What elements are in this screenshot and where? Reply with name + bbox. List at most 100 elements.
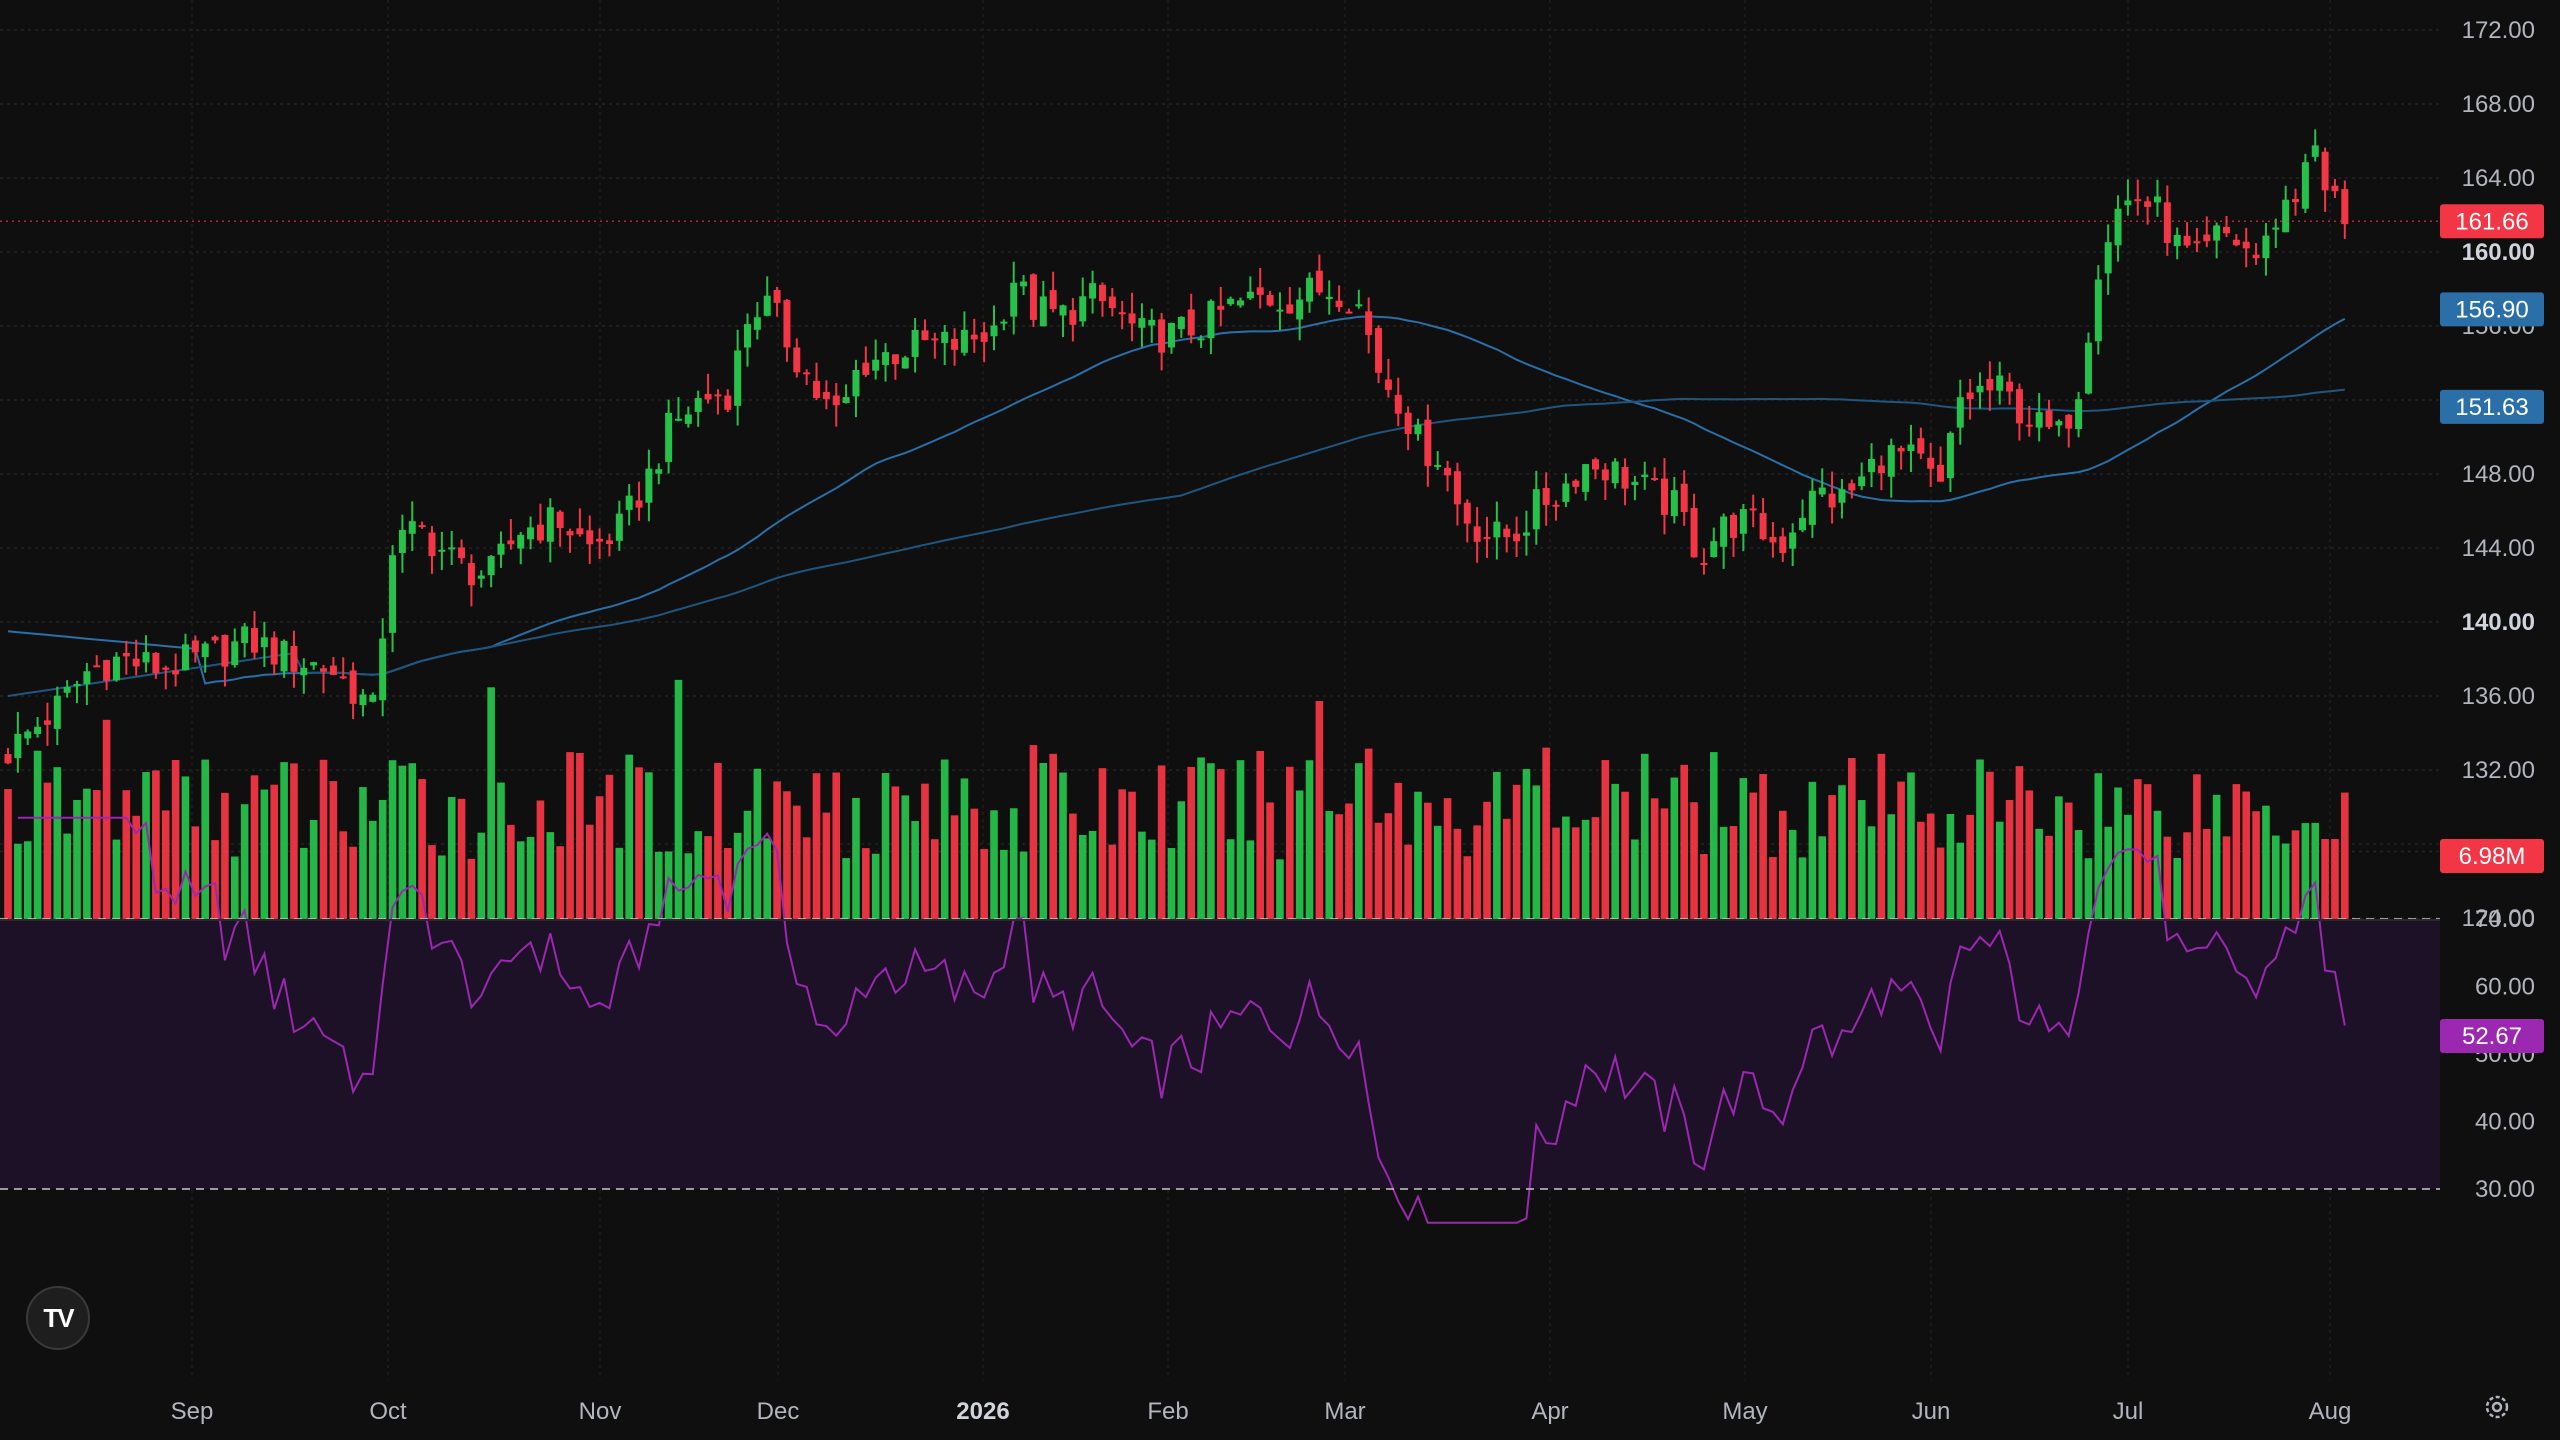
ma-fast-badge-bg <box>2440 292 2544 327</box>
volume-bar <box>1709 752 1718 920</box>
volume-bar <box>102 719 111 920</box>
volume-bar <box>1236 760 1245 920</box>
settings-gear-icon[interactable] <box>2482 1392 2512 1422</box>
candle-body <box>891 354 899 365</box>
candle-body <box>645 468 653 503</box>
candle-body <box>1946 433 1954 479</box>
volume-bar <box>497 782 505 920</box>
volume-bar <box>960 778 969 920</box>
candle-body <box>24 731 32 739</box>
candle-body <box>1365 311 1373 335</box>
volume-bar <box>536 800 545 920</box>
volume-bar <box>891 786 900 920</box>
volume-bar <box>1404 844 1412 920</box>
volume-bar <box>1828 795 1836 920</box>
candle-body <box>1522 532 1530 536</box>
volume-bar <box>280 762 288 920</box>
candle-body <box>1631 481 1639 486</box>
candle-body <box>1621 467 1629 489</box>
time-tick-label: Feb <box>1147 1398 1188 1425</box>
candle-body <box>1473 526 1481 542</box>
volume-bar <box>398 765 407 920</box>
candle-body <box>290 645 298 672</box>
volume-bar <box>1384 813 1393 920</box>
volume-bar <box>161 810 170 920</box>
volume-bar <box>14 843 22 920</box>
volume-bar <box>1650 798 1659 920</box>
time-tick-label: May <box>1722 1398 1767 1425</box>
volume-bar <box>901 795 910 920</box>
candle-body <box>1601 469 1609 481</box>
candle-body <box>1591 459 1599 470</box>
candle-body <box>674 418 682 421</box>
volume-bar <box>477 832 486 920</box>
volume-bar <box>1216 769 1225 920</box>
tradingview-logo[interactable]: TV <box>26 1286 90 1350</box>
volume-bar <box>221 792 229 920</box>
candle-body <box>517 534 525 549</box>
volume-bar <box>1838 785 1846 920</box>
candle-body <box>2301 162 2309 209</box>
candle-body <box>112 656 120 681</box>
volume-bar <box>191 826 200 920</box>
volume-bar <box>309 819 318 920</box>
volume-bar <box>1305 760 1314 920</box>
rsi-badge-bg <box>2440 1018 2544 1053</box>
candle-body <box>951 338 959 350</box>
volume-bar <box>1473 825 1481 920</box>
candle-body <box>181 644 189 671</box>
candle-body <box>2252 254 2260 259</box>
candle-body <box>497 543 505 555</box>
candle-body <box>2262 235 2270 259</box>
candle-body <box>2144 201 2152 207</box>
candle-body <box>556 511 564 529</box>
candle-body <box>2242 241 2250 249</box>
volume-bar <box>2321 839 2329 920</box>
volume-bar <box>1670 777 1679 920</box>
volume-bar <box>1177 801 1186 920</box>
volume-bar <box>1246 840 1255 920</box>
candle-body <box>1108 296 1116 309</box>
volume-bar <box>1226 839 1235 920</box>
candle-body <box>1424 419 1432 466</box>
volume-bar <box>1779 810 1787 920</box>
volume-bar <box>171 759 180 920</box>
volume-bar <box>1039 762 1048 920</box>
volume-bar <box>1108 844 1117 920</box>
candle-body <box>1572 480 1580 487</box>
candle-body <box>4 754 12 764</box>
volume-bar <box>1433 825 1442 920</box>
volume-bar <box>1631 839 1639 920</box>
time-tick-label: Aug <box>2309 1398 2352 1425</box>
volume-bar <box>408 763 417 920</box>
volume-bar <box>2183 832 2191 920</box>
volume-bar <box>1719 826 1728 920</box>
volume-bar <box>1078 834 1087 920</box>
candle-body <box>2055 421 2063 426</box>
candle-body <box>1513 533 1521 542</box>
volume-bar <box>1364 748 1373 920</box>
candle-body <box>665 412 673 462</box>
volume-bar <box>1660 808 1669 920</box>
candle-body <box>1897 447 1905 452</box>
price-tick-label: 124.00 <box>2462 905 2535 932</box>
rsi-tick-label: 40.00 <box>2475 1109 2535 1136</box>
candle-body <box>172 670 180 675</box>
volume-bar <box>1680 764 1688 920</box>
time-axis[interactable]: Sep Oct Nov Dec 2026 Feb Mar Apr May Jun Jul Aug <box>171 1398 2352 1425</box>
candle-body <box>655 469 663 474</box>
candle-body <box>1749 508 1757 511</box>
candle-body <box>1700 562 1708 565</box>
volume-bar <box>201 759 209 920</box>
volume-bar <box>230 856 239 920</box>
volume-bar <box>1581 819 1590 920</box>
candle-body <box>1404 412 1412 434</box>
volume-bar <box>950 815 959 920</box>
volume-bar <box>881 773 890 920</box>
volume-bar <box>300 847 308 920</box>
volume-bar <box>1591 817 1600 920</box>
rsi-line <box>17 816 2346 1224</box>
candle-body <box>142 652 150 663</box>
candle-body <box>379 638 387 701</box>
